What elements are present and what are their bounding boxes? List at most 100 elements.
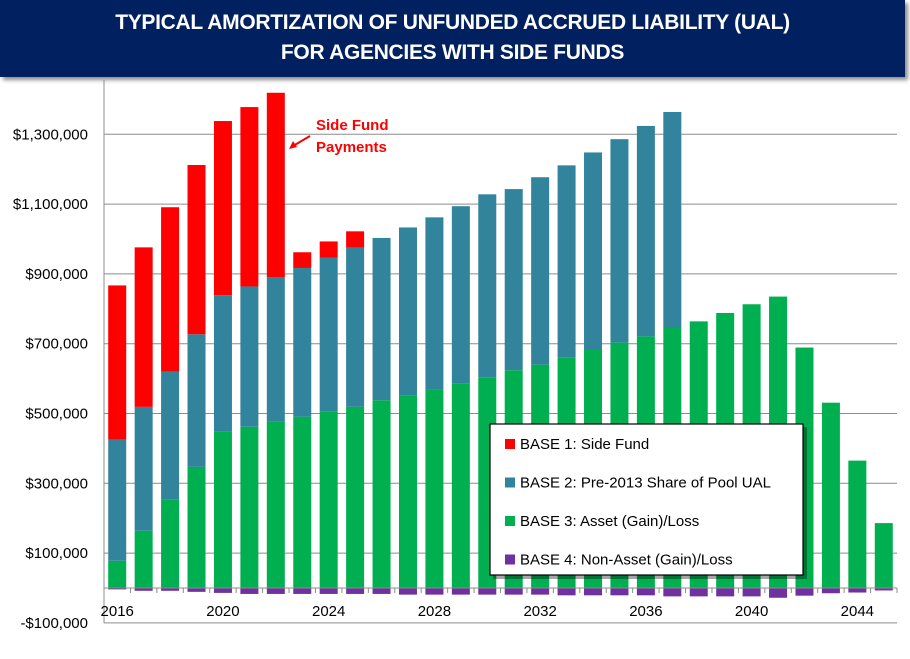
x-tick-label: 2024 [312,603,345,620]
x-tick-label: 2044 [841,603,874,620]
bar-segment-2021 [240,107,259,287]
bar-segment-2024 [319,257,338,412]
bar-segment-2016 [108,560,127,588]
x-tick-label: 2036 [629,603,662,620]
legend-label: BASE 2: Pre-2013 Share of Pool UAL [520,475,771,492]
bar-segment-2024 [319,411,338,588]
bar-segment-2018 [161,371,180,500]
bar-segment-2037 [663,588,682,597]
chart-title-banner: TYPICAL AMORTIZATION OF UNFUNDED ACCRUED… [0,0,905,77]
bar-segment-2021 [240,286,259,427]
bar-segment-2022 [266,421,285,588]
bar-segment-2025 [346,231,365,248]
legend-box [489,423,804,576]
legend-swatch [505,516,515,526]
y-tick-label: -$100,000 [20,615,88,632]
bar-segment-2031 [504,189,523,371]
bar-segment-2019 [187,334,206,467]
bar-segment-2025 [346,247,365,407]
bar-segment-2023 [293,252,312,268]
bar-segment-2016 [108,439,127,561]
side-fund-annotation: Side Fund Payments [289,117,389,156]
bar-segment-2045 [874,588,893,591]
bar-segment-2022 [266,277,285,422]
y-tick-label: $500,000 [25,406,88,423]
bar-segment-2027 [398,227,417,396]
legend-swatch [505,439,515,449]
bar-segment-2017 [134,247,153,407]
bar-segment-2037 [663,111,682,328]
bar-segment-2027 [398,588,417,595]
bar-segment-2032 [531,588,550,595]
x-tick-label: 2020 [206,603,239,620]
bar-segment-2030 [478,588,497,595]
bar-segment-2036 [636,588,655,596]
bar-segment-2023 [293,588,312,594]
bar-segment-2020 [213,431,232,588]
legend-label: BASE 4: Non-Asset (Gain)/Loss [520,552,733,569]
bar-segment-2017 [134,406,153,531]
bar-segment-2018 [161,499,180,588]
bar-segment-2021 [240,588,259,594]
x-tick-label: 2016 [101,603,134,620]
bar-segment-2045 [874,523,893,588]
bar-segment-2019 [187,165,206,335]
bar-segment-2022 [266,92,285,278]
bar-segment-2032 [531,177,550,365]
bar-segment-2033 [557,588,576,596]
bar-segment-2026 [372,237,391,401]
bar-segment-2025 [346,588,365,594]
bar-segment-2017 [134,588,153,591]
x-tick-label: 2032 [523,603,556,620]
bar-segment-2018 [161,588,180,591]
bar-segment-2025 [346,406,365,588]
bar-segment-2018 [161,207,180,372]
bar-segment-2029 [451,383,470,588]
legend-label: BASE 3: Asset (Gain)/Loss [520,513,699,530]
chart-title-line1: TYPICAL AMORTIZATION OF UNFUNDED ACCRUED… [115,11,790,34]
y-tick-label: $900,000 [25,266,88,283]
bar-segment-2028 [425,217,444,390]
bar-segment-2024 [319,588,338,594]
bar-segment-2034 [584,588,603,596]
bar-segment-2043 [821,588,840,594]
x-tick-label: 2040 [735,603,768,620]
bar-segment-2016 [108,588,127,590]
bar-segment-2042 [795,588,814,596]
bar-segment-2041 [769,588,788,598]
chart-title-line2: FOR AGENCIES WITH SIDE FUNDS [280,41,625,64]
bar-segment-2019 [187,588,206,592]
bar-segment-2020 [213,295,232,432]
bar-segment-2033 [557,165,576,358]
bar-segment-2039 [716,588,735,597]
y-tick-label: $100,000 [25,545,88,562]
bar-segment-2040 [742,588,761,597]
y-tick-label: $700,000 [25,336,88,353]
bar-segment-2026 [372,400,391,588]
bar-segment-2029 [451,206,470,384]
legend: BASE 1: Side Fund BASE 2: Pre-2013 Share … [489,423,807,579]
bar-segment-2020 [213,588,232,593]
bar-segment-2044 [848,460,867,588]
bar-segment-2023 [293,267,312,417]
bar-segment-2031 [504,588,523,595]
y-tick-label: $1,100,000 [13,196,88,213]
bar-segment-2030 [478,194,497,378]
bar-segment-2027 [398,395,417,588]
y-tick-label: $300,000 [25,475,88,492]
bar-segment-2029 [451,588,470,595]
x-tick-label: 2028 [418,603,451,620]
legend-label: BASE 1: Side Fund [520,436,649,453]
annotation-arrow-line [292,135,311,147]
bar-segment-2038 [689,588,708,597]
legend-swatch [505,477,515,488]
bar-segment-2026 [372,588,391,594]
bar-segment-2044 [848,588,867,593]
bar-segment-2017 [134,530,153,588]
bar-segment-2035 [610,588,629,596]
bar-segment-2020 [213,121,232,296]
bar-segment-2022 [266,588,285,594]
bar-segment-2028 [425,588,444,595]
annotation-arrow-head-icon [289,141,297,149]
